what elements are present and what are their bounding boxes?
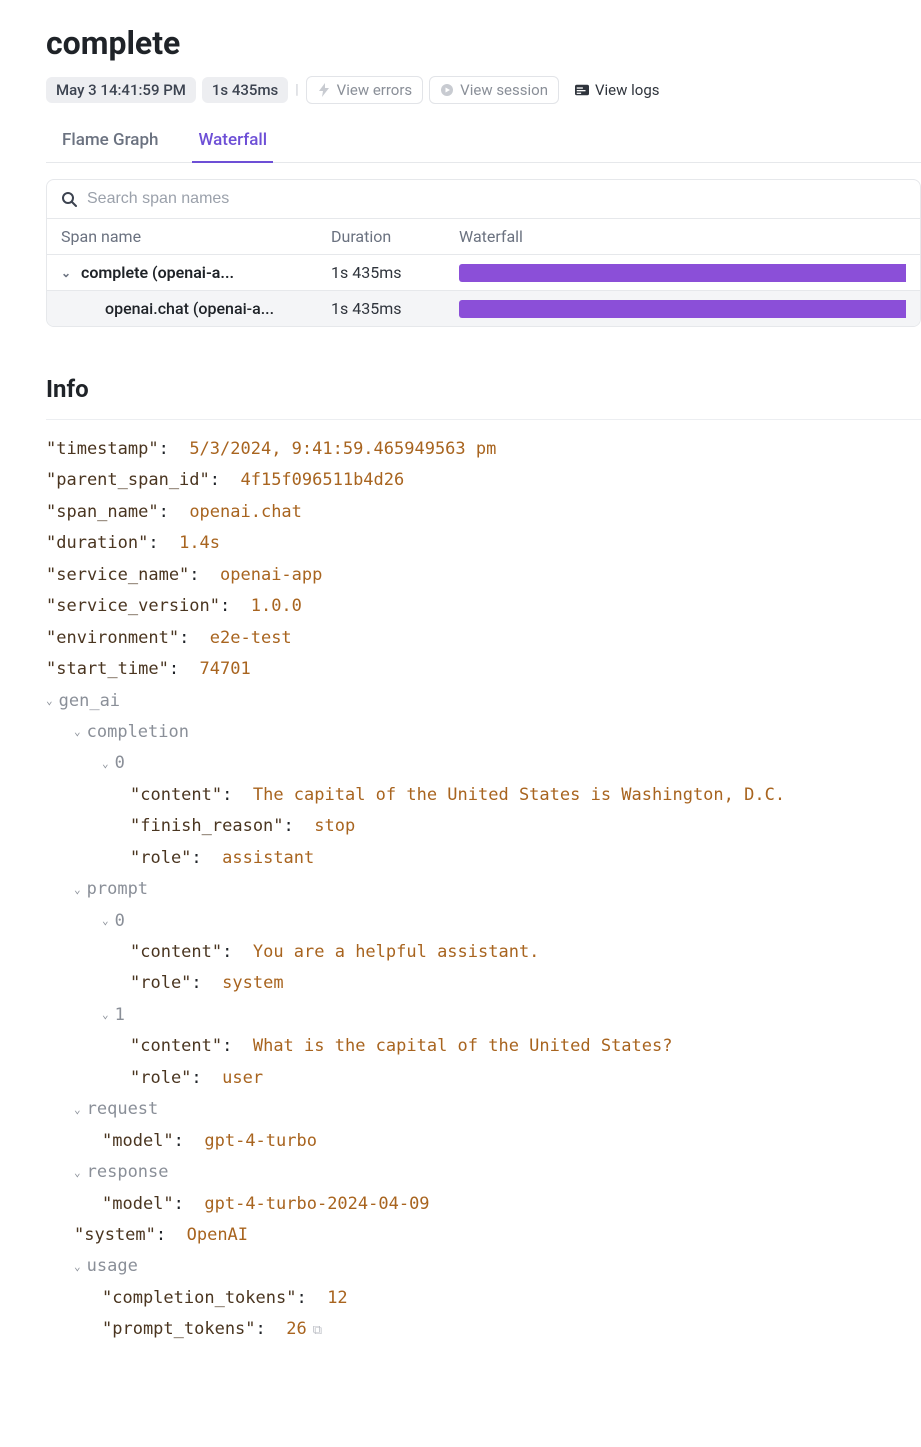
table-header: Span name Duration Waterfall: [47, 218, 920, 254]
info-kv: "timestamp": 5/3/2024, 9:41:59.465949563…: [46, 434, 921, 465]
tree-label: usage: [87, 1251, 138, 1282]
meta-row: May 3 14:41:59 PM 1s 435ms | View errors…: [46, 76, 921, 104]
col-span-name: Span name: [61, 227, 331, 246]
duration-pill: 1s 435ms: [202, 77, 288, 103]
timestamp-pill: May 3 14:41:59 PM: [46, 77, 196, 103]
tree-label: response: [87, 1157, 169, 1188]
duration-cell: 1s 435ms: [331, 299, 459, 318]
info-kv: "prompt_tokens": 26⧉: [46, 1314, 921, 1345]
chevron-down-icon[interactable]: ⌄: [61, 266, 71, 280]
view-session-button[interactable]: View session: [429, 76, 559, 104]
chevron-down-icon: ⌄: [74, 1257, 81, 1277]
waterfall-bar: [459, 300, 906, 318]
search-input[interactable]: [87, 190, 906, 208]
tree-label: 0: [115, 906, 125, 937]
tree-label: gen_ai: [59, 686, 120, 717]
view-logs-button[interactable]: View logs: [565, 77, 670, 103]
tree-node[interactable]: ⌄ response: [46, 1157, 921, 1188]
bolt-icon: [317, 83, 331, 97]
table-row[interactable]: openai.chat (openai-a... 1s 435ms: [47, 290, 920, 326]
tree-node[interactable]: ⌄ usage: [46, 1251, 921, 1282]
info-kv: "model": gpt-4-turbo-2024-04-09: [46, 1189, 921, 1220]
tree-node[interactable]: ⌄ 0: [46, 906, 921, 937]
span-name-cell: openai.chat (openai-a...: [61, 299, 331, 318]
waterfall-cell: [459, 300, 906, 318]
col-waterfall: Waterfall: [459, 227, 906, 246]
waterfall-bar: [459, 264, 906, 282]
tree-node[interactable]: ⌄ 1: [46, 1000, 921, 1031]
info-kv: "content": The capital of the United Sta…: [46, 780, 921, 811]
info-kv: "service_version": 1.0.0: [46, 591, 921, 622]
chevron-down-icon: ⌄: [102, 754, 109, 774]
tree-node[interactable]: ⌄ request: [46, 1094, 921, 1125]
info-kv: "span_name": openai.chat: [46, 497, 921, 528]
info-kv: "content": You are a helpful assistant.: [46, 937, 921, 968]
chevron-down-icon: ⌄: [102, 911, 109, 931]
tab-flame-graph[interactable]: Flame Graph: [56, 122, 164, 162]
tree-label: completion: [87, 717, 189, 748]
divider: |: [294, 82, 299, 98]
col-duration: Duration: [331, 227, 459, 246]
info-kv: "duration": 1.4s: [46, 528, 921, 559]
info-kv: "system": OpenAI: [46, 1220, 921, 1251]
search-row: [47, 180, 920, 218]
chevron-down-icon: ⌄: [102, 1005, 109, 1025]
page-title: complete: [46, 24, 921, 62]
info-kv: "service_name": openai-app: [46, 560, 921, 591]
copy-icon[interactable]: ⧉: [313, 1323, 322, 1338]
info-kv: "model": gpt-4-turbo: [46, 1126, 921, 1157]
span-table: Span name Duration Waterfall ⌄ complete (…: [46, 179, 921, 327]
waterfall-cell: [459, 264, 906, 282]
tree-label: 0: [115, 748, 125, 779]
view-errors-button[interactable]: View errors: [306, 76, 424, 104]
span-name-cell: ⌄ complete (openai-a...: [61, 263, 331, 282]
tree-label: request: [87, 1094, 159, 1125]
play-circle-icon: [440, 83, 454, 97]
info-block: "timestamp": 5/3/2024, 9:41:59.465949563…: [46, 419, 921, 1346]
tabs: Flame Graph Waterfall: [46, 122, 921, 163]
chevron-down-icon: ⌄: [74, 1100, 81, 1120]
span-name-text: openai.chat (openai-a...: [105, 299, 274, 318]
info-kv: "start_time": 74701: [46, 654, 921, 685]
info-kv: "role": assistant: [46, 843, 921, 874]
chevron-down-icon: ⌄: [46, 691, 53, 711]
tree-label: 1: [115, 1000, 125, 1031]
info-kv: "role": user: [46, 1063, 921, 1094]
chevron-down-icon: ⌄: [74, 1163, 81, 1183]
logs-icon: [575, 83, 589, 97]
info-kv: "completion_tokens": 12: [46, 1283, 921, 1314]
info-kv: "role": system: [46, 968, 921, 999]
tree-node[interactable]: ⌄ prompt: [46, 874, 921, 905]
tree-label: prompt: [87, 874, 148, 905]
tree-node[interactable]: ⌄ completion: [46, 717, 921, 748]
view-session-label: View session: [460, 81, 548, 99]
span-name-text: complete (openai-a...: [81, 263, 234, 282]
info-kv: "content": What is the capital of the Un…: [46, 1031, 921, 1062]
view-errors-label: View errors: [337, 81, 413, 99]
view-logs-label: View logs: [595, 81, 660, 99]
chevron-down-icon: ⌄: [74, 880, 81, 900]
table-row[interactable]: ⌄ complete (openai-a... 1s 435ms: [47, 254, 920, 290]
chevron-down-icon: ⌄: [74, 722, 81, 742]
info-kv: "finish_reason": stop: [46, 811, 921, 842]
info-kv: "environment": e2e-test: [46, 623, 921, 654]
info-heading: Info: [46, 375, 921, 403]
duration-cell: 1s 435ms: [331, 263, 459, 282]
tree-node[interactable]: ⌄ gen_ai: [46, 686, 921, 717]
search-icon: [61, 191, 77, 207]
tree-node[interactable]: ⌄ 0: [46, 748, 921, 779]
info-kv: "parent_span_id": 4f15f096511b4d26: [46, 465, 921, 496]
tab-waterfall[interactable]: Waterfall: [192, 122, 273, 162]
